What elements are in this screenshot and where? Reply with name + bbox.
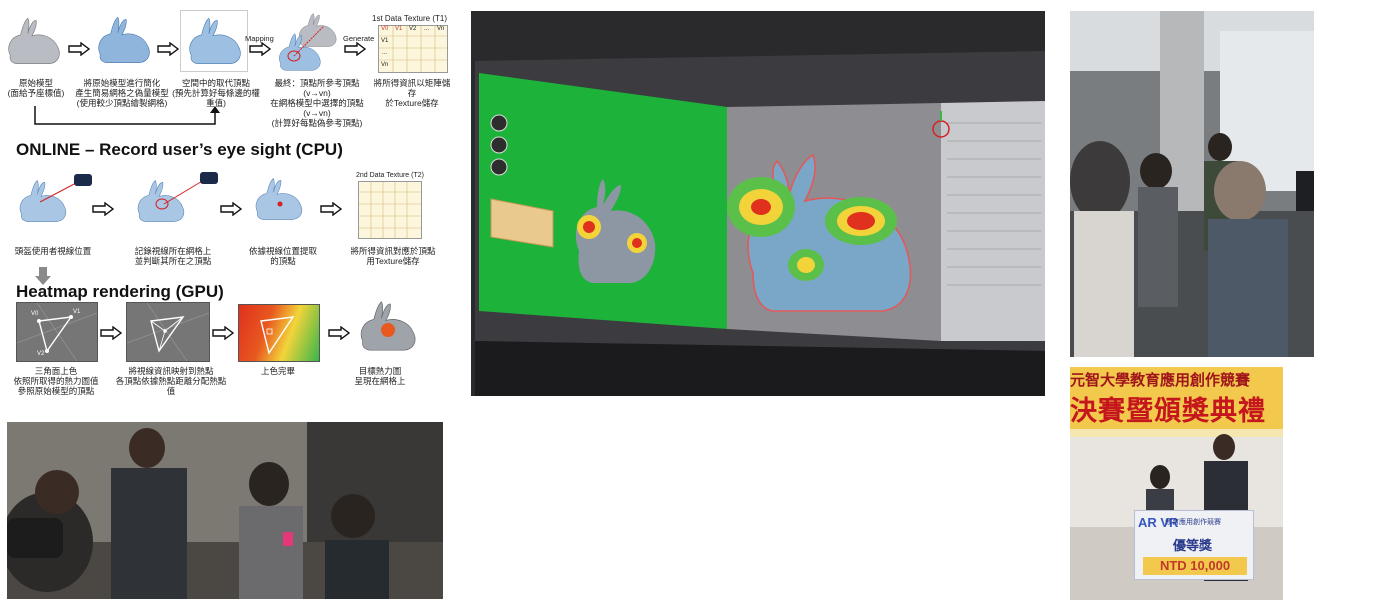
online-stage-2 <box>128 166 220 228</box>
award-prize: NTD 10,000 <box>1143 557 1247 575</box>
mapping-lines-icon <box>287 25 325 62</box>
demo-scene-illustration <box>7 422 443 599</box>
caption-simplify: 將原始模型進行簡化 產生簡易網格之偽量模型 (使用較少頂點繪製網格) <box>75 78 169 108</box>
vr-headset-icon <box>155 172 218 210</box>
award-banner-line2: 決賽暨頒獎典禮 <box>1070 396 1266 427</box>
monitor-scene-illustration <box>471 11 1045 396</box>
texture-col-v2: V2 <box>409 26 417 32</box>
eye-point-icon <box>277 201 283 207</box>
gpu-stage-2 <box>126 302 210 362</box>
gpu-stage-1: V0 V1 V2 <box>16 302 98 362</box>
arrow-right-icon <box>68 42 90 56</box>
texture-grid-icon <box>379 26 447 72</box>
lab-photo <box>1070 11 1314 357</box>
texture-row-v0: V0 <box>381 26 389 32</box>
online-heading: ONLINE – Record user’s eye sight (CPU) <box>16 140 343 159</box>
texture-col-dots: ... <box>424 26 430 32</box>
arrow-right-icon <box>92 202 114 216</box>
vertex-label-v2: V2 <box>37 351 45 357</box>
online-stage-1 <box>14 166 92 228</box>
caption-triangle-color: 三角面上色 依照所取得的熱力圖值 參照原始模型的頂點 <box>13 366 99 396</box>
loop-connector-icon <box>34 106 220 125</box>
data-texture-1-table: V0 V1 ... Vn V1 V2 ... Vn <box>378 25 448 73</box>
heatmap-heading: Heatmap rendering (GPU) <box>16 282 224 301</box>
texture-row-vn: Vn <box>381 62 389 68</box>
arrow-right-icon <box>328 326 350 340</box>
texture-col-vn: Vn <box>437 26 445 32</box>
heatmap-bunny-result-icon <box>354 298 420 354</box>
award-photo: 元智大學教育應用創作競賽 決賽暨頒獎典禮 AR VR 教育應用創作競賽 優等獎 … <box>1070 367 1283 600</box>
original-bunny-icon <box>2 16 64 66</box>
triangle-heat-icon <box>260 316 295 355</box>
texture-grid-icon <box>359 182 421 238</box>
arrow-right-icon <box>249 42 271 56</box>
vertex-bunny-icon <box>183 15 245 67</box>
pipeline-diagram: Mapping Generate 1st Data Texture (T1) V… <box>0 6 452 400</box>
caption-record-sight: 記錄視線所在網格上 並判斷其所在之頂點 <box>134 246 212 266</box>
award-board-header: 教育應用創作競賽 <box>1165 519 1221 526</box>
arrow-right-icon <box>220 202 242 216</box>
triangle-mesh-icon <box>17 303 97 361</box>
texture-row-dots: ... <box>382 50 388 56</box>
arrow-right-icon <box>157 42 179 56</box>
vertex-label-v1: V1 <box>73 309 81 315</box>
arrow-right-icon <box>344 42 366 56</box>
data-texture-2-table <box>358 181 422 239</box>
texture-row-v1: V1 <box>381 38 389 44</box>
arrow-right-icon <box>320 202 342 216</box>
vertex-label-v0: V0 <box>31 311 39 317</box>
caption-color-done: 上色完畢 <box>260 366 295 376</box>
online-stage-3 <box>250 172 310 228</box>
award-title: 優等獎 <box>1173 538 1213 553</box>
data-texture-2-label: 2nd Data Texture (T2) <box>356 172 424 179</box>
triangle-mesh-icon <box>127 303 209 361</box>
caption-original-model: 原始模型 (面給予座標值) <box>7 78 65 98</box>
caption-texture-store: 將所得資訊以矩陣儲存 於Texture儲存 <box>373 78 451 108</box>
data-texture-1-label: 1st Data Texture (T1) <box>372 14 447 23</box>
caption-extract-vertex: 依據視線位置提取 的頂點 <box>248 246 317 266</box>
texture-col-v1: V1 <box>395 26 403 32</box>
generate-label: Generate <box>343 34 375 43</box>
vertex-space-stage <box>180 10 248 72</box>
caption-map-heat: 將視線資訊映射到熱點 各頂點依據熱點距離分配熱點值 <box>115 366 227 396</box>
arvr-logo: AR VR <box>1138 515 1179 530</box>
caption-target-heatmap: 目標熱力圖 呈現在網格上 <box>354 366 406 386</box>
arrow-right-icon <box>212 326 234 340</box>
arrow-down-icon <box>35 267 51 285</box>
lab-scene-illustration <box>1070 11 1314 357</box>
vr-headset-icon <box>39 174 92 203</box>
award-board: AR VR 教育應用創作競賽 優等獎 NTD 10,000 <box>1134 510 1254 580</box>
simplified-mesh-bunny-icon <box>92 14 154 66</box>
mapping-stage <box>274 12 342 72</box>
monitor-photo <box>471 11 1045 396</box>
award-banner-line1: 元智大學教育應用創作競賽 <box>1070 371 1251 389</box>
demo-photo <box>7 422 443 599</box>
caption-vertex-space: 空間中的取代頂點 (預先計算好每條邊的權重值) <box>172 78 260 108</box>
arrow-right-icon <box>100 326 122 340</box>
mapping-label: Mapping <box>245 34 274 43</box>
gpu-stage-3-heatmap <box>238 304 320 362</box>
caption-eye-position: 頭盔使用者視線位置 <box>14 246 92 256</box>
caption-texture-store-2: 將所得資訊對應於頂點 用Texture儲存 <box>350 246 436 266</box>
caption-mapping: 最終：頂點所參考頂點(v→vn) 在網格模型中選擇的頂點(v→vn) (計算好每… <box>270 78 364 128</box>
